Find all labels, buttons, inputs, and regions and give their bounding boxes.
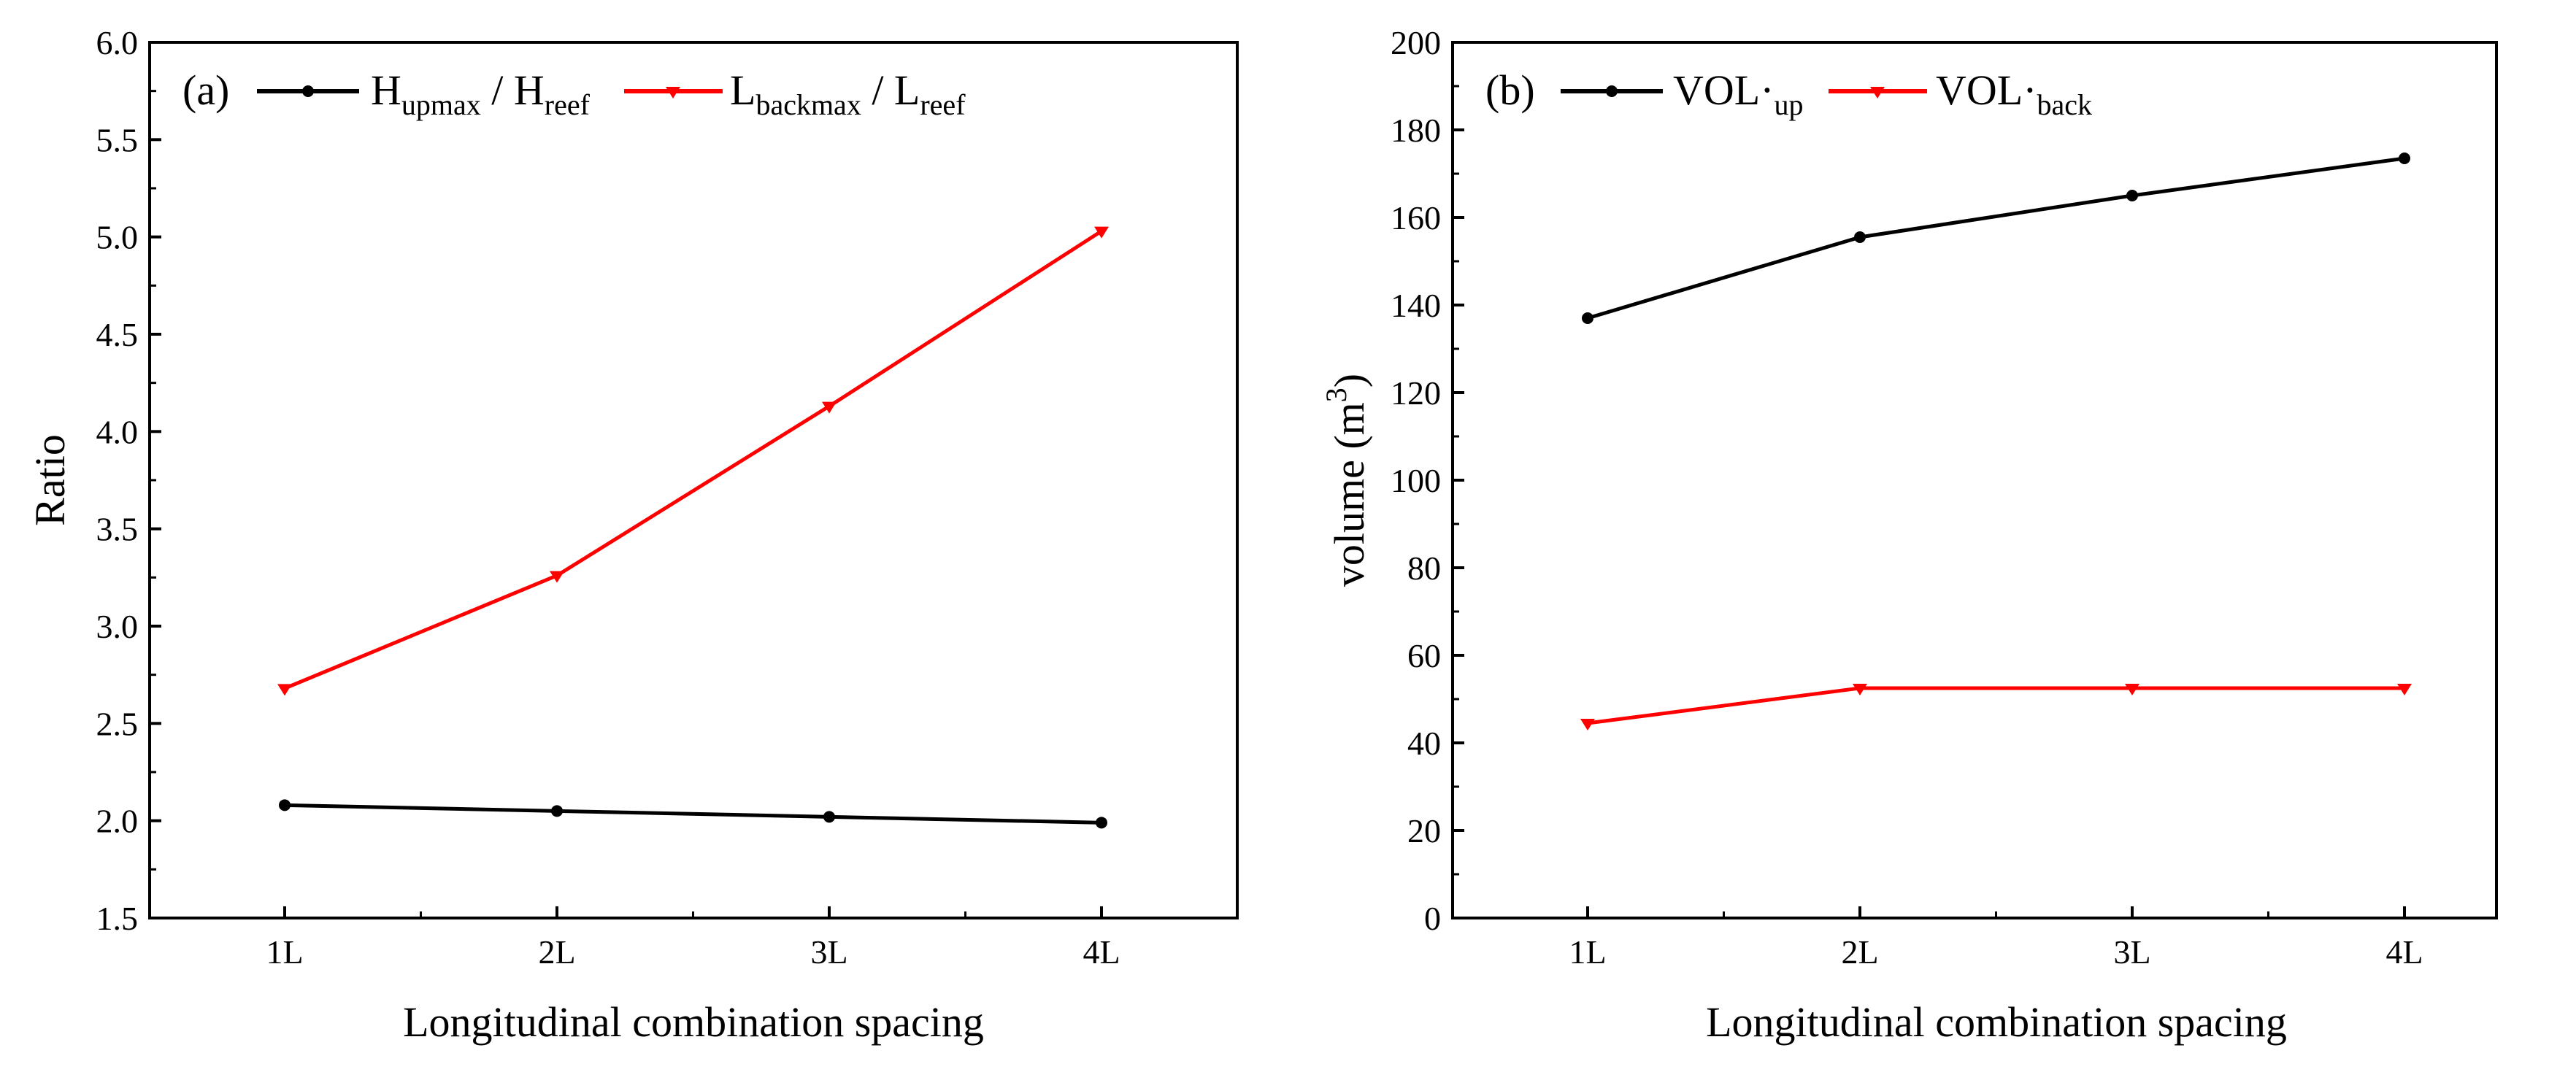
legend-item-hupmax: Hupmax / Hreef [257, 66, 591, 121]
series-line-black [284, 803, 1102, 825]
data-point-triangle [1853, 684, 1867, 695]
x-tick-label: 3L [810, 933, 847, 971]
y-tick-label: 4.5 [96, 316, 139, 353]
panel-a-tag: (a) [182, 66, 229, 114]
x-tick-label: 2L [538, 933, 575, 971]
legend-label-sub: back [2037, 88, 2093, 121]
data-point-circle [2126, 190, 2138, 201]
legend-marker-triangle [1870, 87, 1885, 99]
y-tick-label: 100 [1391, 462, 1441, 499]
legend-label-mid: / L [861, 66, 920, 114]
legend-item-vol-back: VOL·back [1829, 66, 2092, 121]
y-tick-label: 180 [1391, 112, 1441, 149]
legend-label-sub: reef [545, 88, 591, 121]
y-tick-label: 160 [1391, 199, 1441, 236]
panel-b-y-axis-label: volume (m3) [1320, 374, 1373, 587]
panel-a-legend: Hupmax / Hreef Lbackmax / Lreef [257, 66, 966, 121]
data-point-triangle [2125, 684, 2139, 695]
legend-label-sub: upmax [401, 88, 481, 121]
data-point-circle [1096, 817, 1107, 829]
panel-b-legend: VOL·up VOL·back [1561, 66, 2092, 121]
y-label-main: volume (m [1326, 402, 1373, 587]
y-tick-label: 20 [1407, 812, 1441, 849]
x-tick-label: 2L [1841, 933, 1878, 971]
legend-label-mid: / H [481, 66, 545, 114]
data-point-circle [1582, 312, 1593, 324]
legend-label-sub: backmax [756, 88, 861, 121]
legend-label-vol-back: VOL·back [1936, 66, 2092, 121]
legend-item-lbackmax: Lbackmax / Lreef [624, 66, 966, 121]
y-tick-label: 5.0 [96, 219, 139, 256]
y-tick-label: 3.5 [96, 511, 139, 548]
series-line-black [1587, 156, 2405, 320]
panel-a-y-axis: 1.5 2.0 2.5 3.0 3.5 4.0 4.5 5.0 5.5 6.0 [96, 24, 161, 937]
legend-marker-circle [302, 85, 314, 97]
data-point-triangle [1094, 226, 1109, 239]
data-point-circle [551, 805, 563, 817]
data-point-triangle [277, 684, 292, 696]
panel-a-y-axis-label: Ratio [26, 434, 74, 526]
y-tick-label: 200 [1391, 24, 1441, 61]
y-tick-label: 140 [1391, 287, 1441, 324]
y-tick-label: 2.5 [96, 705, 139, 742]
data-point-circle [823, 811, 835, 823]
panel-b-x-axis: 1L 2L 3L 4L [1569, 906, 2423, 971]
legend-label-main: VOL· [1673, 66, 1775, 114]
legend-label-vol-up: VOL·up [1673, 66, 1804, 121]
y-label-sup: 3 [1320, 387, 1353, 402]
panel-b-frame [1451, 41, 2498, 919]
y-tick-label: 2.0 [96, 803, 139, 840]
y-tick-label: 0 [1424, 900, 1441, 937]
panel-b-tag: (b) [1485, 66, 1535, 114]
legend-marker-triangle [666, 87, 680, 99]
data-point-triangle [550, 571, 564, 583]
data-point-circle [2399, 153, 2410, 164]
data-point-triangle [822, 401, 837, 414]
panel-a-series [277, 226, 1109, 829]
x-tick-label: 1L [1569, 933, 1606, 971]
y-tick-label: 3.0 [96, 608, 139, 645]
legend-label-main: L [730, 66, 756, 114]
panel-b-y-axis: 0 20 40 60 80 100 120 140 160 180 200 [1391, 24, 1464, 937]
legend-label-main: VOL· [1936, 66, 2037, 114]
data-point-circle [1854, 231, 1866, 243]
data-point-triangle [1580, 719, 1595, 730]
y-tick-label: 80 [1407, 550, 1441, 587]
x-tick-label: 3L [2113, 933, 2150, 971]
y-tick-label: 5.5 [96, 121, 139, 158]
y-tick-label: 1.5 [96, 900, 139, 937]
x-tick-label: 4L [1083, 933, 1120, 971]
panel-b-volume-chart: 0 20 40 60 80 100 120 140 160 180 200 1L 2L 3L 4L (b)… [1320, 24, 2498, 1046]
x-tick-label: 4L [2385, 933, 2423, 971]
panel-b-x-axis-label: Longitudinal combination spacing [1706, 998, 2287, 1046]
series-line-red [1587, 686, 2404, 725]
data-point-triangle [2397, 684, 2412, 695]
y-tick-label: 120 [1391, 374, 1441, 412]
legend-label-hupmax: Hupmax / Hreef [371, 66, 591, 121]
data-point-circle [279, 799, 291, 811]
legend-label-sub: reef [920, 88, 966, 121]
legend-label-main: H [371, 66, 401, 114]
y-label-close: ) [1326, 374, 1373, 387]
panel-a-x-axis-label: Longitudinal combination spacing [403, 998, 984, 1046]
panel-b-series [1580, 153, 2412, 730]
panel-a-ratio-chart: 1.52.02.53.03.54.04.55.05.56.0 1L 2L 3L 4L … [26, 24, 1239, 1046]
legend-marker-circle [1606, 85, 1618, 97]
y-tick-label: 60 [1407, 637, 1441, 674]
legend-label-sub: up [1775, 88, 1804, 121]
y-tick-label: 6.0 [96, 24, 139, 61]
panel-a-x-axis: 1L 2L 3L 4L [266, 906, 1120, 971]
y-tick-label: 4.0 [96, 413, 139, 450]
series-line-red [284, 229, 1103, 690]
legend-item-vol-up: VOL·up [1561, 66, 1804, 121]
panel-a-frame [148, 41, 1239, 919]
legend-label-lbackmax: Lbackmax / Lreef [730, 66, 966, 121]
x-tick-label: 1L [266, 933, 303, 971]
y-tick-label: 40 [1407, 725, 1441, 762]
